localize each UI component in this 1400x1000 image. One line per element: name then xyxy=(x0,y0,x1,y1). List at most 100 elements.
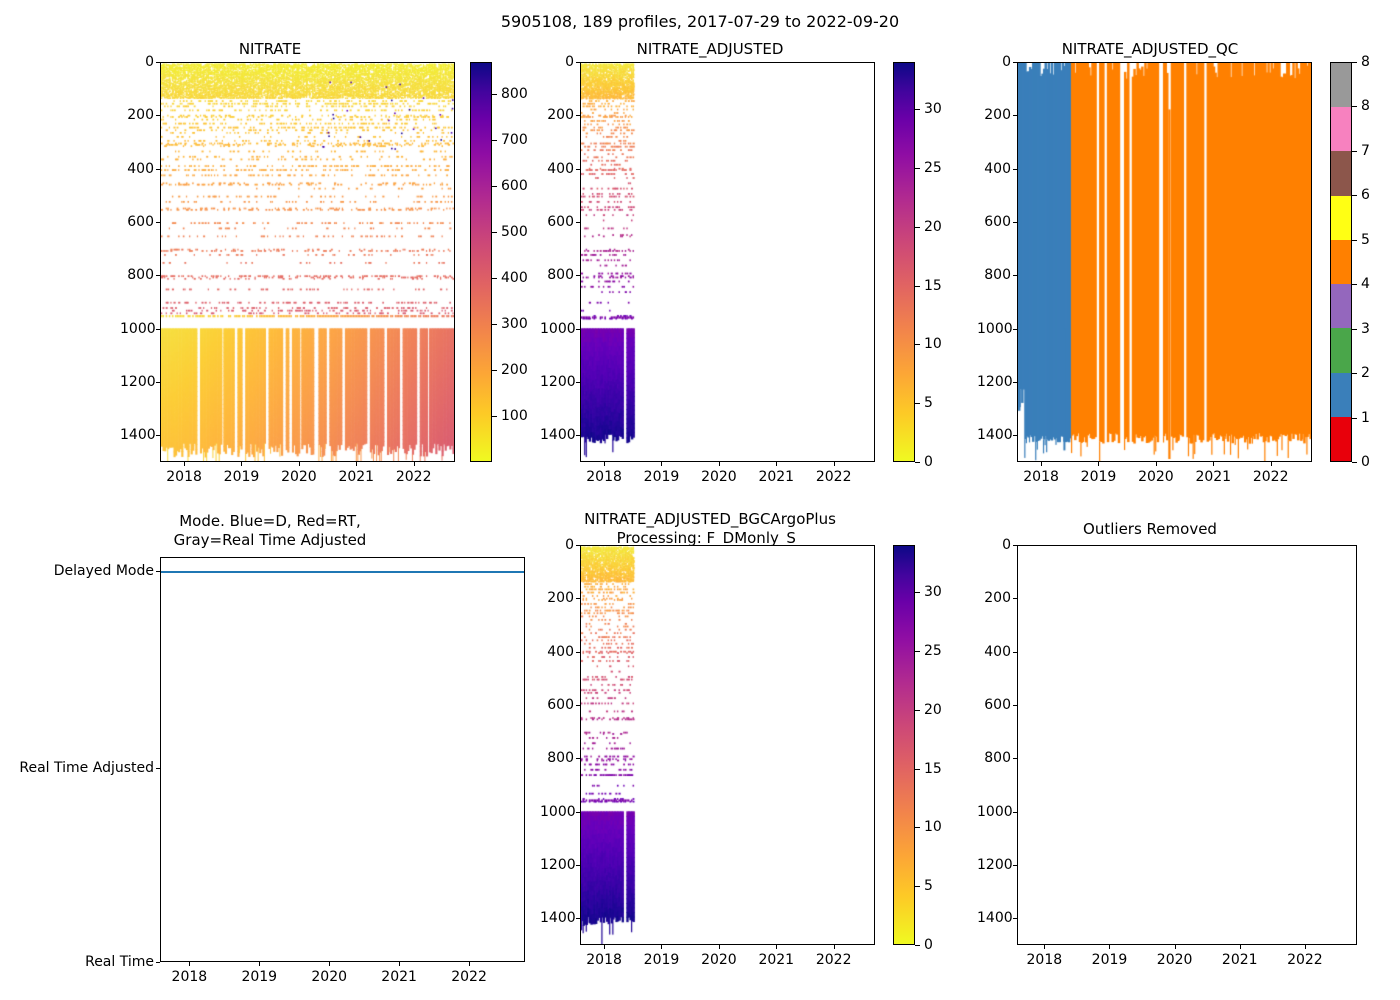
y-tick-label: 200 xyxy=(547,107,574,124)
y-tick-mark xyxy=(576,168,580,170)
y-tick-label: 800 xyxy=(984,750,1011,767)
qc-color-segment-0 xyxy=(1331,416,1351,461)
heatmap-canvas xyxy=(581,63,874,461)
y-tick-label: 1200 xyxy=(120,374,156,390)
x-tick-label: 2018 xyxy=(586,952,622,968)
y-tick-label: 1400 xyxy=(977,427,1013,444)
x-tick-label: 2019 xyxy=(643,469,680,485)
x-tick-label: 2019 xyxy=(223,469,260,485)
colorbar-tick-mark xyxy=(492,140,497,142)
mode-y-tick-mark xyxy=(156,571,160,573)
axes-nitrate-adjusted-qc[interactable] xyxy=(1017,62,1312,462)
y-tick-label: 0 xyxy=(1002,537,1011,553)
x-tick-label: 2021 xyxy=(1195,469,1232,485)
qc-tick-label: 8 xyxy=(1361,98,1370,115)
y-tick-mark xyxy=(576,651,580,653)
y-tick-mark xyxy=(1013,275,1017,277)
colorbar-tick-label: 15 xyxy=(924,277,942,294)
colorbar-tick-label: 25 xyxy=(924,159,942,176)
y-tick-mark xyxy=(1013,811,1017,813)
qc-tick-label: 3 xyxy=(1361,320,1370,337)
colorbar-bgcargoplus xyxy=(893,545,915,945)
y-tick-mark xyxy=(1013,865,1017,866)
y-tick-mark xyxy=(156,115,160,117)
axes-nitrate[interactable] xyxy=(160,62,455,462)
x-tick-label: 2018 xyxy=(1026,952,1063,968)
panel-title-mode: Mode. Blue=D, Red=RT, Gray=Real Time Adj… xyxy=(173,512,367,549)
colorbar-tick-label: 500 xyxy=(501,224,528,241)
x-tick-label: 2021 xyxy=(758,952,795,968)
y-tick-label: 400 xyxy=(547,643,574,660)
colorbar-tick-label: 15 xyxy=(924,760,942,777)
y-tick-label: 800 xyxy=(547,267,574,284)
colorbar-tick-label: 30 xyxy=(924,101,942,118)
x-tick-mark xyxy=(1041,462,1043,466)
qc-tick-label: 1 xyxy=(1361,409,1370,426)
y-tick-mark xyxy=(1013,758,1017,760)
colorbar-tick-mark xyxy=(915,592,920,594)
axes-nitrate-adjusted[interactable] xyxy=(580,62,875,462)
colorbar-tick-mark xyxy=(915,403,920,405)
qc-color-segment-8 xyxy=(1331,63,1351,108)
y-tick-mark xyxy=(576,435,580,437)
y-tick-label: 0 xyxy=(565,54,574,70)
y-tick-label: 1200 xyxy=(977,857,1013,873)
x-tick-label: 2018 xyxy=(166,469,202,485)
panel-nitrate: NITRATE xyxy=(60,40,480,480)
panel-nitrate-adjusted: NITRATE_ADJUSTED xyxy=(500,40,920,480)
y-tick-mark xyxy=(1013,168,1017,170)
y-tick-mark xyxy=(1013,545,1017,546)
qc-tick-label: 4 xyxy=(1361,276,1370,293)
x-tick-mark xyxy=(718,462,720,466)
colorbar-tick-label: 0 xyxy=(924,454,933,470)
x-tick-label: 2018 xyxy=(1023,469,1059,485)
axes-mode[interactable] xyxy=(160,557,525,962)
x-tick-label: 2019 xyxy=(1080,469,1117,485)
y-tick-label: 1200 xyxy=(540,374,576,390)
x-tick-mark xyxy=(1304,945,1306,949)
y-tick-mark xyxy=(1013,115,1017,117)
x-tick-mark xyxy=(1044,945,1046,949)
axes-outliers-removed[interactable] xyxy=(1017,545,1357,945)
colorbar-tick-label: 25 xyxy=(924,642,942,659)
y-tick-mark xyxy=(156,328,160,330)
colorbar-tick-label: 600 xyxy=(501,178,528,195)
x-tick-mark xyxy=(298,462,300,466)
qc-color-segment-4 xyxy=(1331,239,1351,285)
x-tick-label: 2021 xyxy=(758,469,795,485)
y-tick-mark xyxy=(156,168,160,170)
colorbar-tick-mark xyxy=(915,462,920,463)
x-tick-mark xyxy=(399,962,401,966)
y-tick-mark xyxy=(576,382,580,383)
colorbar-tick-label: 200 xyxy=(501,362,528,379)
y-tick-label: 1400 xyxy=(977,910,1013,927)
qc-color-segment-1 xyxy=(1331,372,1351,417)
y-tick-mark xyxy=(1013,382,1017,383)
y-tick-label: 400 xyxy=(547,160,574,177)
y-tick-mark xyxy=(156,382,160,383)
x-tick-label: 2019 xyxy=(241,969,278,985)
y-tick-mark xyxy=(1013,62,1017,63)
y-tick-label: 1000 xyxy=(977,803,1013,820)
y-tick-label: 1000 xyxy=(540,320,576,337)
y-tick-mark xyxy=(1013,651,1017,653)
x-tick-label: 2020 xyxy=(281,469,317,485)
qc-tick-mark xyxy=(1352,328,1357,330)
mode-y-tick-label: Delayed Mode xyxy=(53,563,154,580)
x-tick-label: 2022 xyxy=(395,469,432,485)
x-tick-label: 2020 xyxy=(701,952,737,968)
mode-y-tick-mark xyxy=(156,962,160,963)
x-tick-label: 2020 xyxy=(701,469,737,485)
y-tick-label: 800 xyxy=(127,267,154,284)
panel-title-nitrate-adjusted-qc: NITRATE_ADJUSTED_QC xyxy=(1061,40,1239,58)
y-tick-mark xyxy=(576,598,580,600)
x-tick-label: 2020 xyxy=(311,969,348,985)
colorbar-tick-mark xyxy=(915,709,920,711)
qc-tick-label: 5 xyxy=(1361,231,1370,248)
qc-color-segment-5 xyxy=(1331,195,1351,240)
x-tick-mark xyxy=(1155,462,1157,466)
x-tick-label: 2021 xyxy=(381,969,417,985)
axes-bgcargoplus[interactable] xyxy=(580,545,875,945)
y-tick-label: 200 xyxy=(547,590,574,607)
colorbar-tick-mark xyxy=(492,186,497,188)
